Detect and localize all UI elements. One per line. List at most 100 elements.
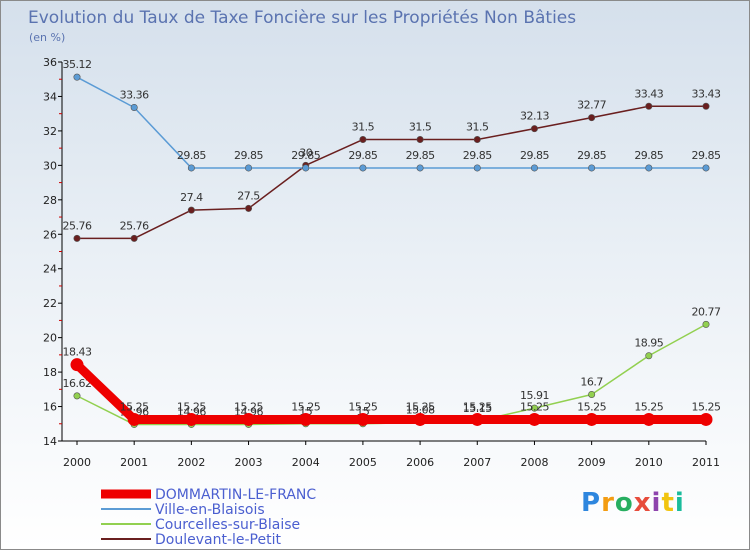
data-label: 15.25 (406, 400, 435, 413)
legend-label-courcelles-sur-blaise: Courcelles-sur-Blaise (155, 517, 300, 533)
data-label: 29.85 (348, 149, 377, 162)
data-point (645, 352, 653, 360)
logo-letter: i (674, 488, 685, 518)
x-tick-label: 2011 (692, 456, 720, 469)
data-point (702, 320, 710, 328)
y-tick-label: 14 (43, 435, 57, 448)
data-label: 15.08 (406, 403, 435, 416)
data-label: 29.85 (463, 149, 492, 162)
data-point (184, 412, 198, 426)
series-line-dommartin-le-franc (72, 360, 711, 424)
data-label: 15.25 (234, 400, 263, 413)
logo-letter: o (614, 488, 634, 518)
y-tick-label: 28 (43, 194, 57, 207)
series-doulevant-le-petit: 25.76 25.76 27.4 27.5 30 31.5 31.5 31.5 32.13 32.… (63, 87, 721, 242)
data-point (302, 164, 310, 172)
y-tick-label: 34 (43, 90, 57, 103)
data-label: 29.85 (177, 149, 206, 162)
data-label: 33.43 (634, 87, 663, 100)
data-label: 15.25 (348, 400, 377, 413)
data-point (699, 412, 713, 426)
data-point (642, 412, 656, 426)
data-label: 25.76 (63, 219, 92, 232)
data-label: 27.4 (180, 191, 203, 204)
data-point (473, 136, 481, 144)
data-label: 32.13 (520, 110, 549, 123)
data-point (588, 164, 596, 172)
proxiti-logo: Proxiti (581, 488, 685, 518)
x-tick-label: 2004 (292, 456, 320, 469)
data-label: 29.85 (234, 149, 263, 162)
data-label: 15.25 (463, 400, 492, 413)
data-label: 29.85 (291, 149, 320, 162)
data-point (645, 164, 653, 172)
y-tick-label: 32 (43, 125, 57, 138)
x-tick-label: 2009 (578, 456, 606, 469)
series-line-doulevant-le-petit (76, 105, 707, 240)
y-tick-label: 20 (43, 332, 57, 345)
data-point (242, 412, 256, 426)
x-tick-label: 2003 (235, 456, 263, 469)
data-point (359, 164, 367, 172)
data-label: 31.5 (409, 121, 432, 134)
data-label: 30 (299, 146, 312, 159)
data-point (73, 73, 81, 81)
x-tick-label: 2006 (406, 456, 434, 469)
data-point (70, 358, 84, 372)
logo-letter: t (661, 488, 675, 518)
data-label: 15.25 (577, 400, 606, 413)
data-label: 16.62 (63, 377, 92, 390)
data-point (530, 404, 538, 412)
legend-label-dommartin-le-franc: DOMMARTIN-LE-FRANC (155, 487, 316, 503)
data-point (530, 125, 538, 133)
y-tick-label: 36 (43, 56, 57, 69)
data-label: 27.5 (237, 189, 260, 202)
data-point (73, 234, 81, 242)
data-label: 15.25 (120, 400, 149, 413)
data-point (359, 136, 367, 144)
series-dommartin-le-franc: 18.43 15.25 15.25 15.25 15.25 15.25 15.25 15.25… (63, 346, 721, 426)
series-line-ville-en-blaisois (76, 76, 707, 169)
data-point (416, 164, 424, 172)
series-ville-en-blaisois: 35.12 33.36 29.85 29.85 29.85 29.85 29.85 29.85… (63, 58, 721, 172)
data-point (356, 412, 370, 426)
data-label: 16.7 (580, 375, 603, 388)
data-label: 15.25 (520, 400, 549, 413)
data-point (245, 164, 253, 172)
legend-label-ville-en-blaisois: Ville-en-Blaisois (155, 502, 265, 518)
legend: DOMMARTIN-LE-FRANCVille-en-BlaisoisCourc… (101, 487, 316, 548)
y-tick-label: 26 (43, 228, 57, 241)
logo-letter: x (633, 488, 652, 518)
x-tick-label: 2010 (635, 456, 663, 469)
x-tick-label: 2008 (520, 456, 548, 469)
logo-letter: P (581, 488, 602, 518)
data-point (130, 103, 138, 111)
data-point (702, 102, 710, 110)
data-point (73, 392, 81, 400)
y-tick-label: 24 (43, 263, 57, 276)
data-label: 25.76 (120, 219, 149, 232)
series-layer: 25.76 25.76 27.4 27.5 30 31.5 31.5 31.5 32.13 32.… (63, 58, 721, 428)
data-label: 15.25 (692, 400, 721, 413)
data-label: 33.36 (120, 88, 149, 101)
axes: 14 16 18 20 22 24 26 28 30 32 34 36 2000 2001 2002 2003… (43, 56, 720, 469)
data-point (588, 390, 596, 398)
chart-subtitle: (en %) (29, 31, 65, 44)
data-label: 32.77 (577, 99, 606, 112)
data-label: 15.91 (520, 389, 549, 402)
data-label: 29.85 (406, 149, 435, 162)
data-label: 15.25 (634, 400, 663, 413)
series-line-courcelles-sur-blaise (76, 323, 707, 426)
data-label: 31.5 (466, 121, 489, 134)
data-point (470, 412, 484, 426)
data-label: 29.85 (520, 149, 549, 162)
x-tick-label: 2001 (120, 456, 148, 469)
y-tick-label: 16 (43, 401, 57, 414)
y-tick-label: 22 (43, 297, 57, 310)
data-point (187, 206, 195, 214)
data-point (299, 412, 313, 426)
x-tick-label: 2007 (463, 456, 491, 469)
data-point (527, 412, 541, 426)
